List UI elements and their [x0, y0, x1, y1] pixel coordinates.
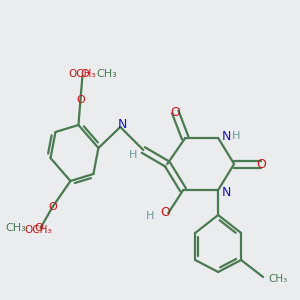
Text: O: O: [160, 206, 170, 220]
Text: H: H: [232, 131, 240, 141]
Text: CH₃: CH₃: [6, 223, 26, 233]
Text: H: H: [146, 211, 154, 221]
Text: O: O: [48, 202, 57, 212]
Text: N: N: [118, 118, 127, 130]
Text: O: O: [80, 69, 89, 79]
Text: O: O: [34, 223, 43, 233]
Text: CH₃: CH₃: [268, 274, 287, 284]
Text: N: N: [221, 185, 231, 199]
Text: H: H: [129, 150, 137, 160]
Text: O: O: [76, 95, 85, 105]
Text: O: O: [256, 158, 266, 170]
Text: OCH₃: OCH₃: [25, 225, 52, 235]
Text: N: N: [221, 130, 231, 142]
Text: OCH₃: OCH₃: [69, 69, 96, 79]
Text: O: O: [170, 106, 180, 118]
Text: CH₃: CH₃: [96, 69, 117, 79]
